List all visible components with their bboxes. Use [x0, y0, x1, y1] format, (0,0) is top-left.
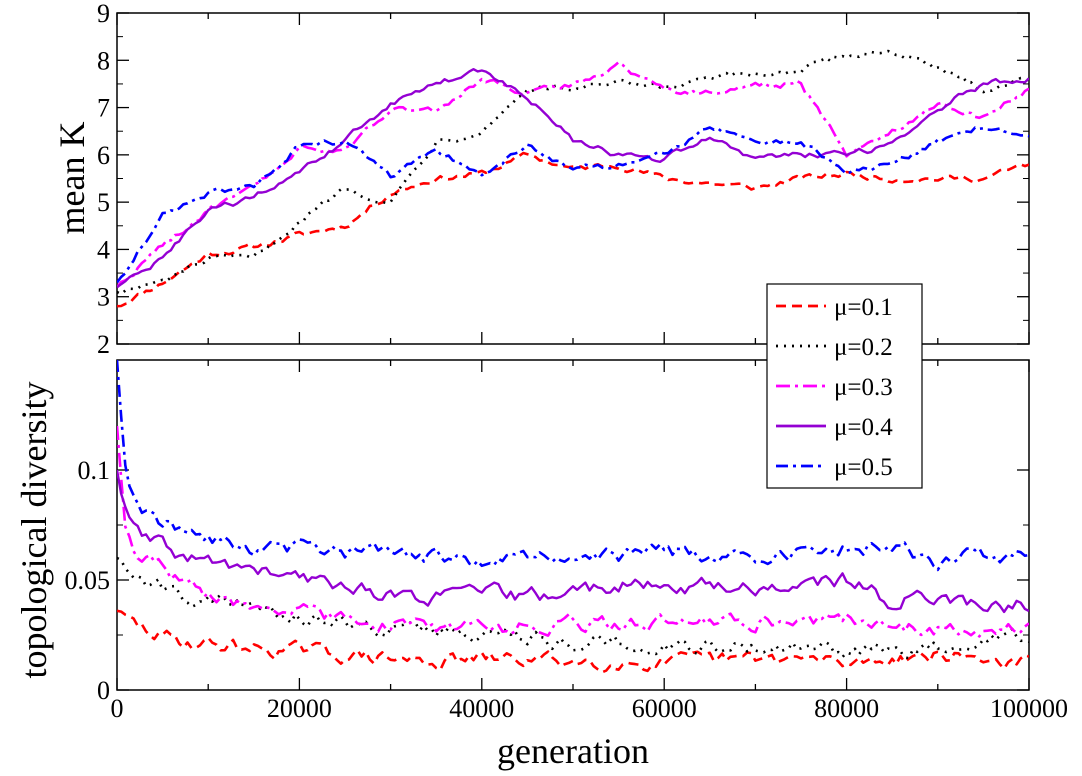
y-tick-label: 3 [97, 283, 110, 312]
legend-label-5: μ=0.5 [834, 454, 893, 481]
diversity-axis-title: topological diversity [14, 382, 54, 679]
series-line-4 [117, 469, 1029, 614]
x-tick-label: 0 [111, 694, 124, 723]
legend-label-4: μ=0.4 [834, 414, 893, 441]
y-tick-label: 0 [97, 676, 110, 705]
x-tick-label: 20000 [267, 694, 332, 723]
series-line-4 [117, 67, 1029, 289]
y-tick-label: 0.05 [65, 566, 111, 595]
x-tick-label: 100000 [990, 694, 1068, 723]
x-tick-label: 40000 [449, 694, 514, 723]
y-tick-label: 6 [97, 141, 110, 170]
legend-label-3: μ=0.3 [834, 374, 893, 401]
y-tick-label: 8 [97, 46, 110, 75]
series-line-2 [117, 556, 1029, 660]
x-tick-label: 60000 [632, 694, 697, 723]
legend-label-2: μ=0.2 [834, 334, 893, 361]
mean-k-axis-title: mean K [52, 122, 92, 235]
series-line-5 [117, 360, 1029, 572]
y-tick-label: 9 [97, 0, 110, 28]
y-tick-label: 2 [97, 330, 110, 359]
legend-box [766, 283, 923, 489]
series-line-1 [117, 151, 1029, 308]
series-line-3 [117, 425, 1029, 638]
y-tick-label: 7 [97, 94, 110, 123]
legend: μ=0.1 μ=0.2 μ=0.3 μ=0.4 μ=0.5 [766, 283, 923, 489]
x-tick-label: 80000 [814, 694, 879, 723]
y-tick-label: 4 [97, 235, 110, 264]
series-line-5 [117, 126, 1029, 284]
y-tick-label: 5 [97, 188, 110, 217]
series-line-3 [117, 60, 1029, 289]
y-tick-label: 0.1 [78, 456, 111, 485]
topological-diversity-panel: 0 0.05 0.1 0 20000 40000 60000 80000 100000 topo… [14, 359, 1068, 771]
series-line-2 [117, 49, 1029, 296]
mean-k-panel: 2 3 4 5 6 7 8 9 mean K [52, 0, 1030, 359]
legend-label-1: μ=0.1 [834, 294, 893, 321]
generation-axis-title: generation [497, 731, 649, 771]
series-line-1 [117, 609, 1029, 674]
